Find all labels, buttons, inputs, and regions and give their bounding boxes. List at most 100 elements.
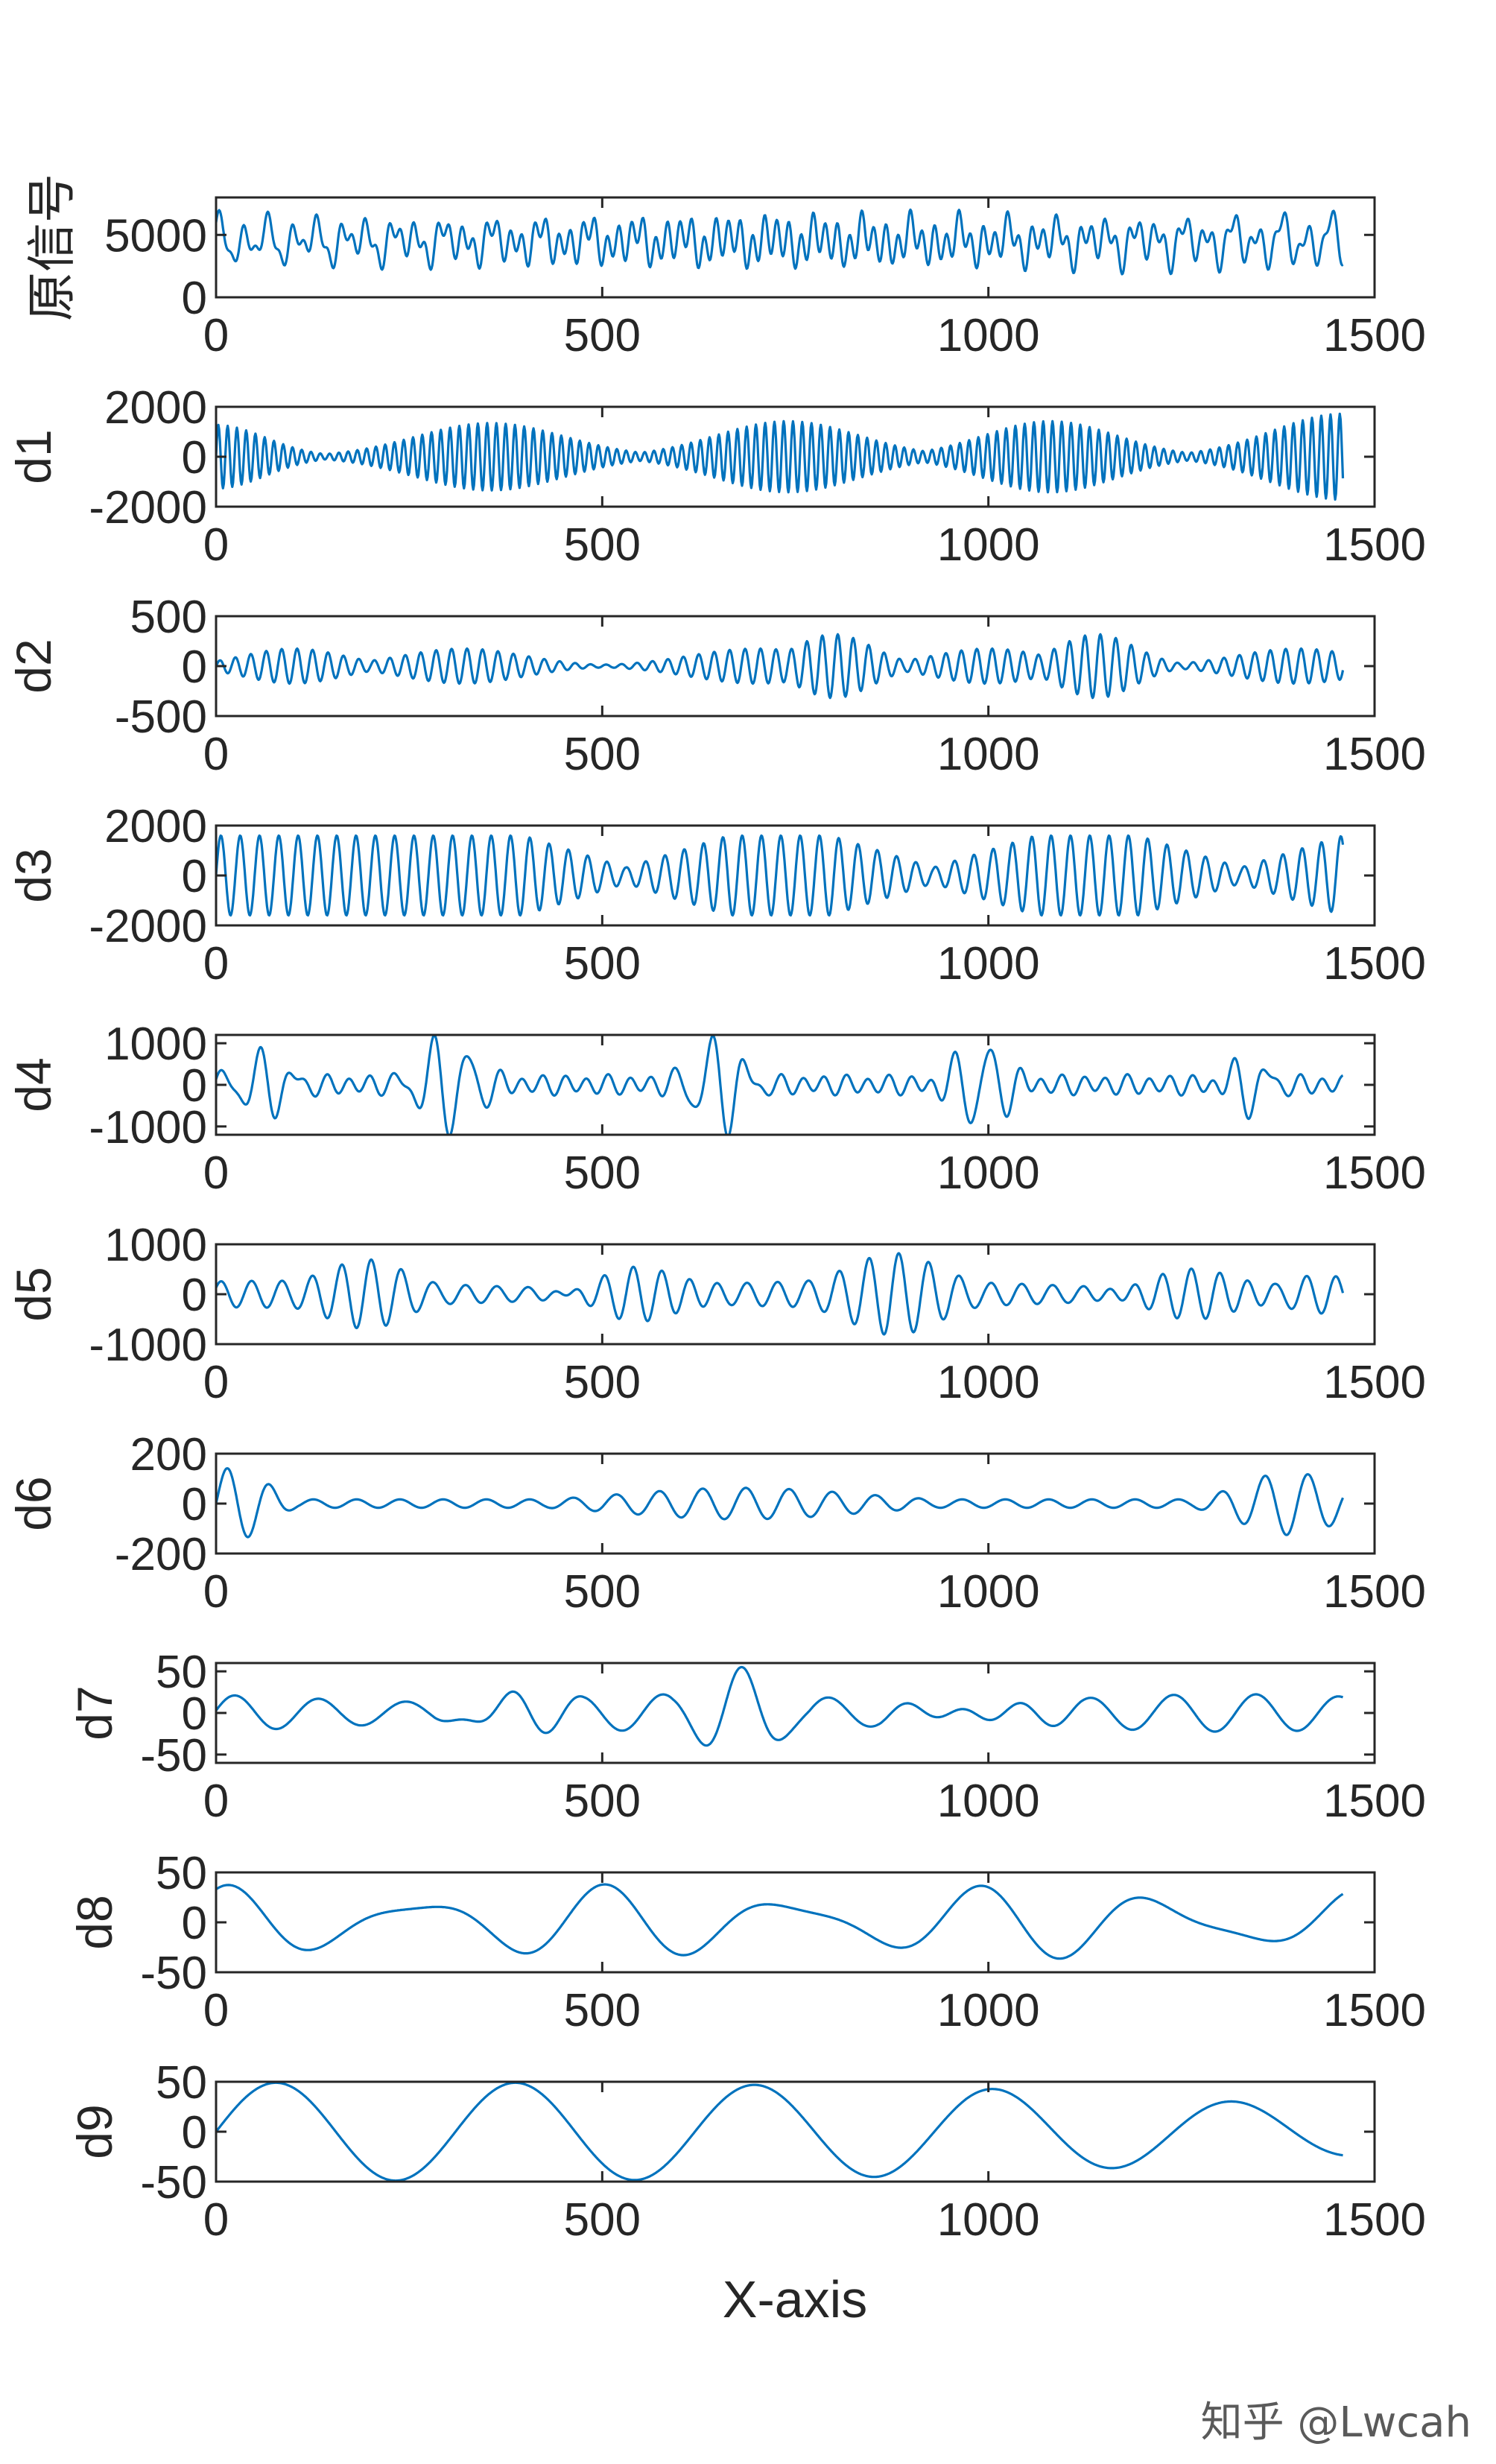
x-tick-label: 500 (564, 519, 641, 571)
x-tick-label: 500 (564, 938, 641, 989)
series-line-4 (216, 834, 1345, 917)
x-tick-label: 500 (564, 1776, 641, 1827)
x-tick-label: 1500 (1323, 310, 1426, 361)
y-tick-label: 0 (182, 1060, 207, 1112)
y-tick-label: -200 (115, 1529, 207, 1580)
x-tick-label: 500 (564, 310, 641, 361)
x-tick-label: 0 (203, 519, 229, 571)
y-tick-label: 0 (182, 273, 207, 324)
axes-box (215, 1662, 1376, 1764)
y-tick-label: -2000 (89, 901, 207, 952)
series-line-7 (216, 1467, 1344, 1539)
x-tick-label: 1000 (937, 1566, 1040, 1618)
x-tick-label: 1000 (937, 310, 1040, 361)
series-line-9 (216, 1883, 1344, 1960)
x-tick-label: 500 (564, 1147, 641, 1199)
y-tick-label: 1000 (104, 1019, 207, 1070)
y-tick-label: -50 (140, 2157, 207, 2208)
x-tick-label: 1500 (1323, 1566, 1426, 1618)
x-tick-label: 1000 (937, 938, 1040, 989)
y-tick-label: 0 (182, 432, 207, 484)
x-tick-label: 0 (203, 1776, 229, 1827)
x-tick-label: 0 (203, 938, 229, 989)
y-tick-label: -50 (140, 1948, 207, 1999)
x-tick-label: 0 (203, 2194, 229, 2246)
x-tick-label: 500 (564, 1566, 641, 1618)
x-axis-label: X-axis (723, 2270, 867, 2328)
y-axis-label: d6 (6, 1476, 61, 1530)
y-axis-label: d3 (6, 848, 61, 902)
axes-box (215, 196, 1376, 299)
y-axis-label: d7 (67, 1685, 122, 1740)
x-tick-label: 1000 (937, 729, 1040, 780)
y-axis-label: d4 (6, 1057, 61, 1112)
x-tick-label: 0 (203, 729, 229, 780)
y-axis-label: d5 (6, 1267, 61, 1321)
y-tick-label: 2000 (104, 801, 207, 852)
x-tick-label: 0 (203, 1357, 229, 1408)
x-tick-label: 1500 (1323, 1147, 1426, 1199)
x-tick-label: 1500 (1323, 519, 1426, 571)
x-tick-label: 1500 (1323, 729, 1426, 780)
y-tick-label: 5000 (104, 210, 207, 262)
x-tick-label: 0 (203, 310, 229, 361)
x-tick-label: 1000 (937, 519, 1040, 571)
y-tick-label: 200 (130, 1429, 207, 1480)
x-tick-label: 0 (203, 1566, 229, 1618)
y-tick-label: 50 (156, 2057, 207, 2109)
y-tick-label: 0 (182, 2107, 207, 2159)
y-axis-label: d8 (67, 1895, 122, 1949)
y-tick-label: -500 (115, 691, 207, 743)
x-tick-label: 0 (203, 1985, 229, 2036)
axes-box (215, 1871, 1376, 1974)
series-line-2 (216, 412, 1345, 501)
y-axis-label: d9 (67, 2104, 122, 2159)
y-tick-label: 50 (156, 1848, 207, 1899)
y-tick-label: 50 (156, 1647, 207, 1698)
x-tick-label: 1500 (1323, 1776, 1426, 1827)
x-tick-label: 1500 (1323, 938, 1426, 989)
y-tick-label: 2000 (104, 382, 207, 434)
axes-box (215, 1243, 1376, 1346)
y-tick-label: -50 (140, 1730, 207, 1782)
y-tick-label: 0 (182, 1688, 207, 1740)
x-tick-label: 500 (564, 729, 641, 780)
y-tick-label: 500 (130, 592, 207, 643)
y-axis-label: d1 (6, 429, 61, 484)
x-tick-label: 1000 (937, 1985, 1040, 2036)
y-tick-label: -2000 (89, 482, 207, 533)
x-tick-label: 500 (564, 1985, 641, 2036)
y-tick-label: -1000 (89, 1102, 207, 1153)
y-tick-label: 0 (182, 1898, 207, 1949)
series-line-6 (216, 1252, 1345, 1336)
y-tick-label: 0 (182, 1270, 207, 1321)
series-line-1 (216, 208, 1344, 276)
x-tick-label: 1500 (1323, 2194, 1426, 2246)
y-tick-label: -1000 (89, 1320, 207, 1371)
series-line-5 (216, 1035, 1344, 1135)
x-tick-label: 500 (564, 1357, 641, 1408)
x-tick-label: 1000 (937, 1147, 1040, 1199)
y-tick-label: 0 (182, 1479, 207, 1530)
x-tick-label: 1000 (937, 2194, 1040, 2246)
axes-box (215, 1033, 1376, 1136)
series-line-10 (216, 2082, 1344, 2182)
series-line-3 (216, 633, 1345, 700)
y-axis-label: 原信号 (24, 174, 79, 321)
y-tick-label: 0 (182, 642, 207, 693)
axes-box (215, 2080, 1376, 2183)
x-tick-label: 500 (564, 2194, 641, 2246)
x-tick-label: 1500 (1323, 1985, 1426, 2036)
subplot-1: 0 500 1000 1500 0 5000 原信号 (24, 174, 1426, 361)
